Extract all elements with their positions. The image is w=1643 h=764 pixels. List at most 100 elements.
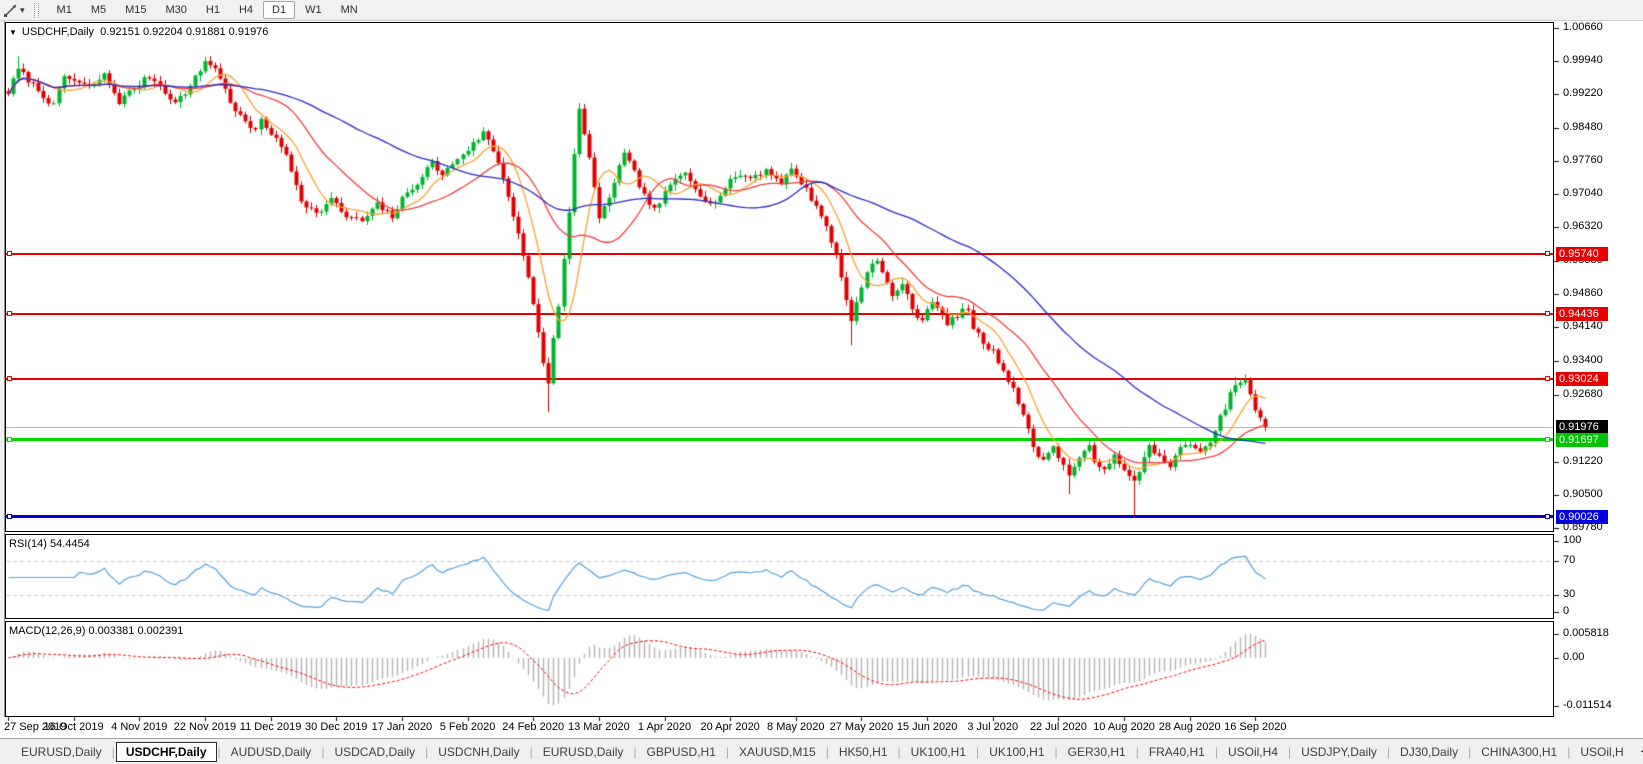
- resistance-line-2-handle[interactable]: [7, 311, 12, 317]
- support-line-green-handle[interactable]: [7, 437, 12, 443]
- support-line-blue-handle[interactable]: [1545, 514, 1550, 520]
- left-gutter: [0, 21, 5, 717]
- chart-tab-GER30-H1[interactable]: GER30,H1: [1067, 744, 1126, 759]
- symbol-period-label: USDCHF,Daily: [21, 26, 95, 38]
- timeframe-button-M1[interactable]: M1: [56, 4, 72, 16]
- tab-divider: |: [897, 744, 901, 759]
- timeframe-button-M5[interactable]: M5: [90, 4, 107, 16]
- chart-tab-EURUSD-Daily[interactable]: EURUSD,Daily: [542, 744, 624, 759]
- tab-divider: |: [529, 744, 533, 759]
- support-line-blue-handle[interactable]: [7, 514, 12, 520]
- date-label: 13 Mar 2020: [567, 721, 630, 733]
- date-label: 30 Dec 2019: [305, 721, 368, 733]
- dropdown-caret-icon[interactable]: ▾: [20, 4, 25, 15]
- timeframe-button-MN[interactable]: MN: [340, 4, 358, 16]
- toolbar-grip: [33, 2, 39, 18]
- price-tick-label: 0.98480: [1563, 120, 1603, 133]
- chart-tab-USOil-H[interactable]: USOil,H: [1580, 744, 1624, 759]
- tab-divider: |: [825, 744, 829, 759]
- toolbar: ▾ M1 M5 M15 M30 H1 H4 D1 W1 MN: [0, 0, 1643, 21]
- date-label: 22 Jul 2020: [1029, 721, 1087, 733]
- resistance-line-1-price-tag: 0.95740: [1556, 246, 1608, 261]
- macd-value-signal: 0.002391: [137, 625, 184, 637]
- support-line-blue-price-tag: 0.90026: [1556, 509, 1608, 524]
- date-label: 22 Nov 2019: [173, 721, 237, 733]
- chart-tab-USDCNH-Daily[interactable]: USDCNH,Daily: [438, 744, 520, 759]
- tab-divider: |: [725, 744, 730, 759]
- tab-divider: |: [1468, 744, 1472, 759]
- tab-divider: |: [321, 744, 325, 759]
- chart-tab-UK100-H1[interactable]: UK100,H1: [910, 744, 967, 759]
- timeframe-button-D1[interactable]: D1: [263, 1, 296, 19]
- macd-label: MACD(12,26,9) 0.003381 0.002391: [9, 625, 183, 637]
- macd-tick-label: -0.011514: [1563, 698, 1612, 711]
- price-tick-label: 1.00660: [1563, 20, 1603, 33]
- price-tick-label: 0.99940: [1563, 53, 1603, 66]
- chart-tab-CHINA300-H1[interactable]: CHINA300,H1: [1481, 744, 1558, 759]
- resistance-line-1-handle[interactable]: [7, 251, 12, 257]
- chart-tab-USDCAD-Daily[interactable]: USDCAD,Daily: [334, 744, 416, 759]
- date-label: 24 Feb 2020: [502, 721, 565, 733]
- tab-divider: |: [425, 744, 429, 759]
- chart-tab-USOil-H4[interactable]: USOil,H4: [1227, 744, 1278, 759]
- timeframe-button-W1[interactable]: W1: [305, 4, 322, 16]
- date-label: 10 Aug 2020: [1093, 721, 1155, 733]
- resistance-line-1-handle[interactable]: [1545, 251, 1550, 257]
- tab-divider: |: [1054, 744, 1058, 759]
- rsi-tick-label: 70: [1563, 553, 1576, 566]
- timeframe-button-H4[interactable]: H4: [238, 4, 254, 16]
- date-label: 20 Apr 2020: [700, 721, 760, 733]
- timeframe-button-M30[interactable]: M30: [165, 4, 187, 16]
- chart-tab-XAUUSD-M15[interactable]: XAUUSD,M15: [739, 744, 816, 759]
- price-tick-label: 0.89780: [1563, 521, 1603, 534]
- price-tick-label: 0.92680: [1563, 387, 1603, 400]
- resistance-line-2-handle[interactable]: [1545, 311, 1550, 317]
- tab-divider: |: [633, 744, 637, 759]
- timeframe-buttons: M1 M5 M15 M30 H1 H4 D1 W1 MN: [48, 1, 368, 19]
- tab-divider: |: [1135, 744, 1139, 759]
- rsi-label: RSI(14) 54.4454: [9, 538, 90, 550]
- chart-tab-FRA40-H1[interactable]: FRA40,H1: [1148, 744, 1205, 759]
- timeframe-button-H1[interactable]: H1: [205, 4, 220, 16]
- date-label: 3 Jul 2020: [967, 721, 1019, 733]
- tab-divider: |: [1567, 744, 1571, 759]
- chart-tab-UK100-H1[interactable]: UK100,H1: [989, 744, 1045, 759]
- rsi-value: 54.4454: [49, 538, 90, 550]
- resistance-line-3-price-tag: 0.93024: [1556, 371, 1608, 386]
- tab-divider: |: [976, 744, 980, 759]
- chart-tab-DJ30-Daily[interactable]: DJ30,Daily: [1400, 744, 1459, 759]
- price-tick-label: 0.96320: [1563, 220, 1603, 233]
- date-label: 5 Feb 2020: [439, 721, 496, 733]
- collapse-triangle-icon[interactable]: ▼: [9, 28, 17, 37]
- support-line-green-handle[interactable]: [1545, 437, 1550, 443]
- tab-scroll-left-button[interactable]: ◂: [1635, 744, 1643, 759]
- chart-tab-USDJPY-Daily[interactable]: USDJPY,Daily: [1301, 744, 1377, 759]
- rsi-tick-label: 0: [1563, 605, 1570, 617]
- chart-tab-USDCHF-Daily[interactable]: USDCHF,Daily: [115, 741, 217, 762]
- chart-tab-GBPUSD-H1[interactable]: GBPUSD,H1: [646, 744, 716, 759]
- macd-name: MACD(12,26,9): [9, 625, 86, 637]
- rsi-tick-label: 100: [1563, 534, 1582, 546]
- line-tool-icon[interactable]: [3, 3, 19, 18]
- tab-divider: |: [217, 744, 221, 759]
- date-label: 27 May 2020: [829, 721, 894, 733]
- macd-tick-label: 0.00: [1563, 651, 1585, 663]
- price-tick-label: 0.93400: [1563, 354, 1603, 367]
- ohlc-high: 0.92204: [143, 26, 183, 38]
- tab-divider: |: [1214, 744, 1218, 759]
- ohlc-low: 0.91881: [185, 26, 226, 38]
- chart-tab-bar: EURUSD,Daily | USDCHF,Daily | AUDUSD,Daily | U…: [0, 738, 1643, 764]
- date-label: 16 Sep 2020: [1224, 721, 1287, 733]
- resistance-line-3-handle[interactable]: [7, 376, 12, 382]
- chart-tab-EURUSD-Daily[interactable]: EURUSD,Daily: [21, 744, 102, 759]
- chart-tab-HK50-H1[interactable]: HK50,H1: [838, 744, 888, 759]
- resistance-line-3-handle[interactable]: [1545, 376, 1550, 382]
- price-tick-label: 0.99220: [1563, 86, 1603, 99]
- rsi-name: RSI(14): [9, 538, 47, 550]
- chart-tab-AUDUSD-Daily[interactable]: AUDUSD,Daily: [230, 744, 312, 759]
- macd-value-main: 0.003381: [88, 625, 135, 637]
- timeframe-button-M15[interactable]: M15: [125, 4, 147, 16]
- tab-divider: |: [1386, 744, 1391, 759]
